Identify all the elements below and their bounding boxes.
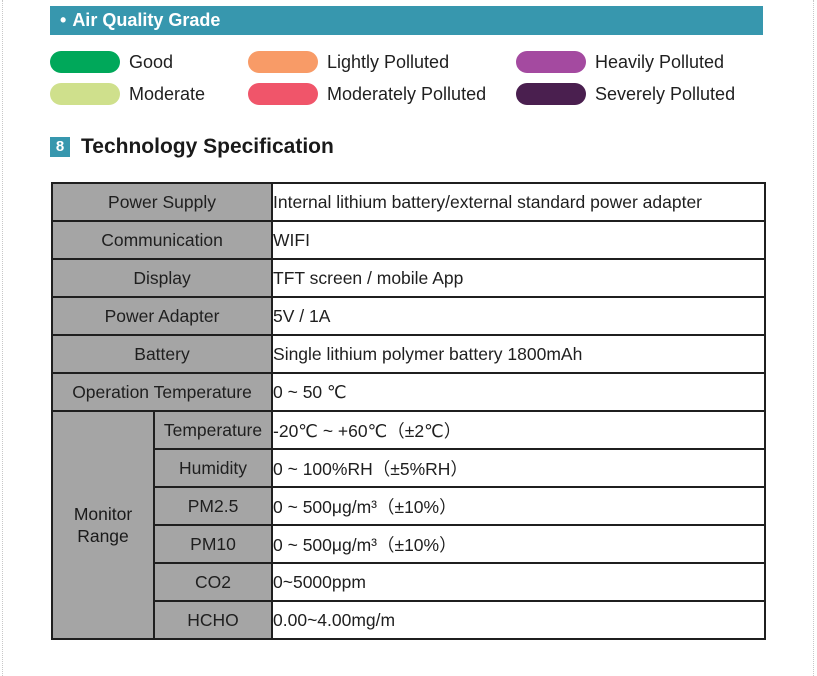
table-row: HCHO 0.00~4.00mg/m — [52, 600, 767, 640]
spec-value-power-supply: Internal lithium battery/external standa… — [271, 182, 767, 222]
legend-label-severely-polluted: Severely Polluted — [595, 84, 736, 104]
legend-label-moderately-polluted: Moderately Polluted — [327, 84, 487, 104]
spec-value-display: TFT screen / mobile App — [271, 258, 767, 298]
legend-swatch-heavily-polluted — [516, 51, 586, 73]
monitor-value-pm10: 0 ~ 500μg/m³（±10%） — [271, 524, 767, 564]
table-row: PM10 0 ~ 500μg/m³（±10%） — [52, 524, 767, 564]
monitor-value-humidity: 0 ~ 100%RH（±5%RH） — [271, 448, 767, 488]
monitor-label-pm10: PM10 — [152, 524, 274, 564]
legend-swatch-moderately-polluted — [248, 83, 318, 105]
monitor-label-temperature: Temperature — [152, 410, 274, 450]
monitor-label-hcho: HCHO — [152, 600, 274, 640]
monitor-value-temperature: -20℃ ~ +60℃（±2℃） — [271, 410, 767, 450]
spec-label-power-supply: Power Supply — [50, 182, 274, 222]
monitor-range-label: Monitor Range — [51, 410, 155, 640]
table-row: PM2.5 0 ~ 500μg/m³（±10%） — [52, 486, 767, 526]
section-number-badge: 8 — [50, 137, 70, 157]
bullet-icon: • — [60, 10, 67, 30]
spec-label-battery: Battery — [50, 334, 274, 374]
spec-label-display: Display — [50, 258, 274, 298]
legend-label-moderate: Moderate — [129, 84, 206, 104]
legend-swatch-severely-polluted — [516, 83, 586, 105]
spec-label-operation-temperature: Operation Temperature — [50, 372, 274, 412]
spec-label-communication: Communication — [50, 220, 274, 260]
table-row: Operation Temperature 0 ~ 50 ℃ — [50, 372, 767, 412]
spec-value-power-adapter: 5V / 1A — [271, 296, 767, 336]
monitor-label-humidity: Humidity — [152, 448, 274, 488]
spec-value-operation-temperature: 0 ~ 50 ℃ — [271, 372, 767, 412]
table-row: Humidity 0 ~ 100%RH（±5%RH） — [52, 448, 767, 488]
legend-swatch-good — [50, 51, 120, 73]
spec-table: Power Supply Internal lithium battery/ex… — [50, 182, 767, 640]
table-row: Battery Single lithium polymer battery 1… — [50, 334, 767, 374]
air-quality-header: • Air Quality Grade — [50, 6, 763, 35]
legend-swatch-moderate — [50, 83, 120, 105]
monitor-value-pm25: 0 ~ 500μg/m³（±10%） — [271, 486, 767, 526]
legend-label-good: Good — [129, 52, 174, 72]
table-row: Power Adapter 5V / 1A — [50, 296, 767, 336]
monitor-value-co2: 0~5000ppm — [271, 562, 767, 602]
spec-section-title: 8 Technology Specification — [50, 134, 334, 160]
legend-label-heavily-polluted: Heavily Polluted — [595, 52, 725, 72]
monitor-range-line2: Range — [77, 526, 129, 546]
spec-label-power-adapter: Power Adapter — [50, 296, 274, 336]
spec-value-communication: WIFI — [271, 220, 767, 260]
legend-swatch-lightly-polluted — [248, 51, 318, 73]
right-page-edge — [813, 0, 814, 676]
legend-label-lightly-polluted: Lightly Polluted — [327, 52, 450, 72]
monitor-value-hcho: 0.00~4.00mg/m — [271, 600, 767, 640]
air-quality-title: Air Quality Grade — [72, 10, 221, 30]
table-row: Communication WIFI — [50, 220, 767, 260]
table-row: CO2 0~5000ppm — [52, 562, 767, 602]
monitor-label-co2: CO2 — [152, 562, 274, 602]
spec-title-text: Technology Specification — [81, 135, 334, 158]
monitor-label-pm25: PM2.5 — [152, 486, 274, 526]
monitor-range-line1: Monitor — [73, 504, 133, 524]
left-page-edge — [2, 0, 3, 676]
spec-value-battery: Single lithium polymer battery 1800mAh — [271, 334, 767, 374]
table-row: Power Supply Internal lithium battery/ex… — [50, 182, 767, 222]
table-row: Monitor Range Temperature -20℃ ~ +60℃（±2… — [51, 410, 767, 640]
table-row: Display TFT screen / mobile App — [50, 258, 767, 298]
